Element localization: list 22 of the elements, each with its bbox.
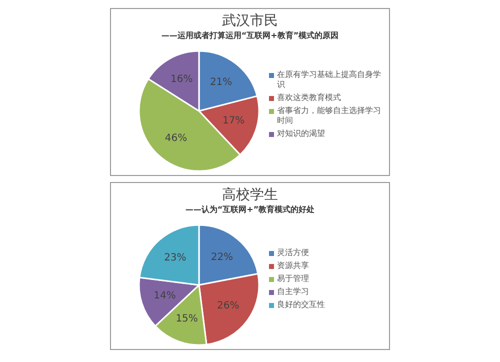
- chart-subtitle: ——认为“互联网+”教育模式的好处: [184, 204, 316, 215]
- data-label: 22%: [210, 252, 234, 263]
- chart-title: 高校学生: [221, 186, 279, 204]
- data-label: 26%: [217, 300, 240, 312]
- legend-label: 资源共享: [277, 260, 309, 270]
- legend-label: 自主学习: [277, 286, 309, 296]
- data-label: 15%: [176, 313, 198, 324]
- legend-label: 省事省力，能够自主选择学习时间: [277, 106, 381, 126]
- data-label: 46%: [164, 133, 188, 144]
- legend-label: 良好的交互性: [277, 300, 325, 310]
- data-label: 16%: [170, 74, 193, 85]
- data-label: 14%: [154, 290, 176, 302]
- data-label: 21%: [210, 77, 232, 88]
- chart-subtitle: ——运用或者打算运用“互联网+教育”模式的原因: [160, 30, 340, 41]
- legend-label: 在原有学习基础上提高自身学识: [277, 70, 381, 90]
- legend-label: 喜欢这类教育模式: [277, 93, 341, 103]
- legend-label: 灵活方便: [277, 248, 309, 258]
- legend-label: 对知识的渴望: [277, 129, 325, 139]
- data-label: 23%: [164, 252, 186, 264]
- legend-label: 易于管理: [277, 274, 309, 284]
- chart-title: 武汉市民: [221, 12, 279, 30]
- data-label: 17%: [222, 116, 245, 127]
